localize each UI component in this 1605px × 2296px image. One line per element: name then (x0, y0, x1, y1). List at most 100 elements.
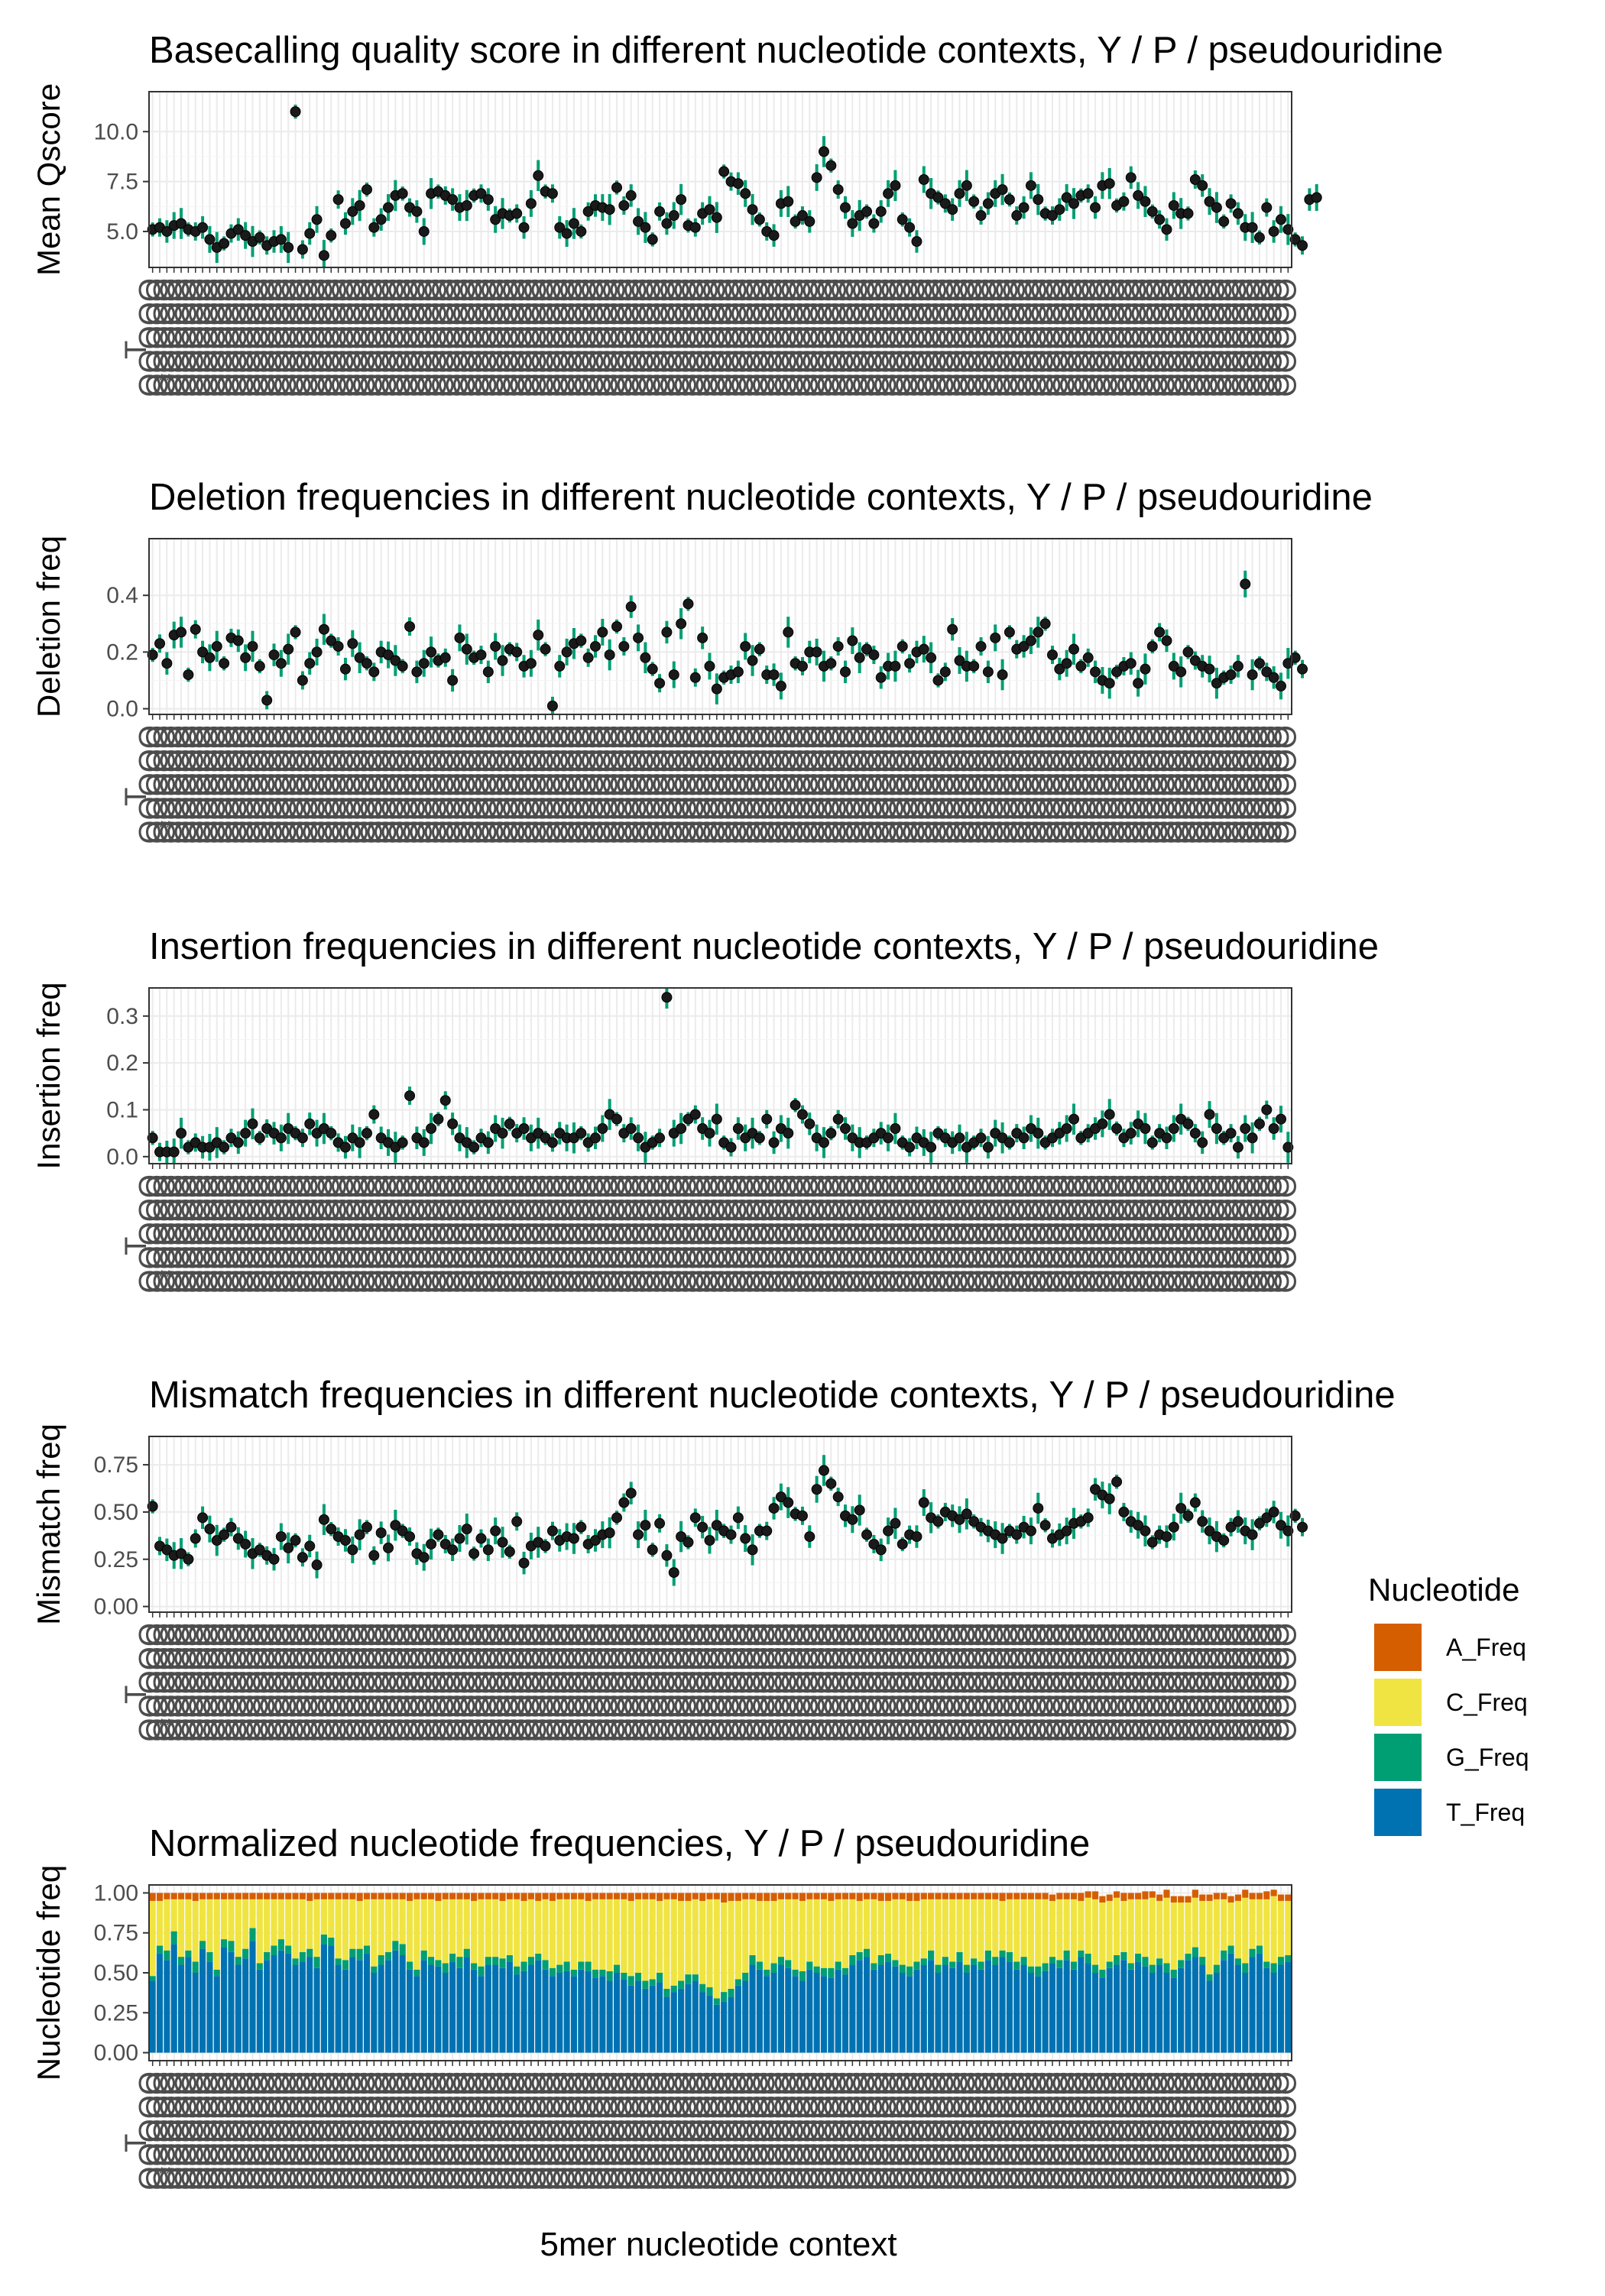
data-point (854, 1504, 865, 1516)
x-tick-label: OOOOO (183, 278, 217, 397)
bar-segment (1270, 1896, 1277, 1964)
x-tick-label: OOOOO (833, 725, 867, 844)
x-tick-label: OOOOO (1247, 278, 1281, 397)
data-point (1168, 199, 1179, 211)
data-point (482, 1137, 494, 1148)
x-tick-label: OOOOO (226, 725, 260, 844)
x-tick-label: OOOOO (669, 278, 702, 397)
bar-segment (992, 1957, 999, 1965)
data-point (219, 658, 230, 669)
x-tick-label: OOOOO (319, 725, 353, 844)
data-point (1261, 202, 1273, 213)
data-point (147, 649, 158, 661)
bar-segment (685, 1900, 692, 1975)
bar-segment (1135, 1899, 1142, 1954)
x-tick-label: OOOOO (634, 278, 667, 397)
bar-segment (657, 1973, 663, 1983)
bar-segment (1027, 1899, 1035, 1967)
x-tick-label: OOOOO (962, 278, 996, 397)
x-tick-label: OOOOO (491, 725, 524, 844)
x-tick-label: OOOOO (348, 725, 381, 844)
bar-segment (256, 1963, 263, 1970)
data-point (397, 188, 408, 199)
x-tick-label: OOOOO (391, 725, 424, 844)
data-point (354, 1137, 365, 1148)
bar-segment (1106, 1961, 1113, 1968)
data-point (1004, 194, 1015, 206)
data-point (225, 1521, 237, 1533)
data-point (311, 214, 323, 225)
bar-segment (228, 1899, 235, 1941)
bar-segment (1006, 1961, 1013, 2053)
bar-segment (606, 1971, 613, 1981)
data-point (704, 1535, 715, 1546)
bar-segment (428, 1957, 435, 1965)
bar-segment (1178, 1896, 1185, 1903)
bar-segment (913, 1893, 920, 1901)
data-point (754, 1132, 765, 1144)
data-point (818, 146, 829, 157)
bar-segment (456, 1899, 463, 1958)
bar-segment (471, 1969, 478, 2053)
bar-segment (1192, 1897, 1198, 1948)
x-tick-label: OOOOO (326, 278, 360, 397)
bar-segment (856, 1960, 863, 2053)
bar-segment (706, 1995, 713, 2053)
bar-segment (899, 1973, 906, 2053)
bar-segment (185, 1950, 192, 1958)
x-tick-label: OOOOO (1269, 278, 1302, 397)
bar-segment (585, 1961, 592, 1971)
data-point (1161, 224, 1172, 235)
bar-segment (785, 1893, 792, 1899)
data-point (932, 1516, 944, 1527)
bar-segment (563, 1971, 570, 2053)
x-tick-label: OOOOO (1169, 278, 1203, 397)
data-point (482, 194, 494, 206)
x-tick-label: OOOOO (690, 725, 724, 844)
bar-segment (728, 1893, 734, 1901)
x-tick-label: OOOOO (1176, 278, 1210, 397)
bar-segment (456, 1893, 463, 1899)
data-point (1268, 1123, 1279, 1134)
bar-segment (1277, 1894, 1285, 1901)
x-tick-label: OOOOO (455, 725, 488, 844)
data-point (332, 640, 344, 652)
x-tick-label: OOOOO (376, 278, 410, 397)
data-point (1046, 210, 1058, 222)
bar-segment (456, 1967, 463, 2053)
bar-segment (1170, 1903, 1177, 1970)
bar-segment (392, 1899, 399, 1941)
bar-segment (1185, 1960, 1192, 2053)
bar-segment (1163, 1890, 1170, 1898)
bar-segment (428, 1899, 435, 1958)
data-point (818, 1465, 829, 1476)
bar-segment (413, 1969, 420, 1977)
data-point (518, 222, 530, 233)
x-tick-label: OOOOO (1205, 278, 1238, 397)
data-point (1247, 1132, 1258, 1144)
bar-segment (777, 1964, 784, 2053)
x-tick-label: OOOOO (555, 278, 588, 397)
bar-segment (164, 1950, 170, 1961)
x-tick-label: OOOOO (912, 725, 945, 844)
panel-title: Basecalling quality score in different n… (149, 30, 1443, 71)
data-point (304, 658, 316, 669)
bar-segment (406, 1900, 413, 1962)
x-tick-label: OOOOO (1269, 1623, 1302, 1742)
x-tick-label: OOOOO (812, 278, 845, 397)
bar-segment (463, 1948, 470, 1958)
data-point (232, 1137, 244, 1148)
bar-segment (984, 1899, 991, 1951)
data-point (647, 663, 658, 675)
bar-segment (542, 1969, 549, 2053)
bar-segment (435, 1900, 442, 1961)
bar-segment (749, 1899, 756, 1955)
x-tick-label: OOOOO (712, 278, 746, 397)
bar-segment (792, 1893, 799, 1899)
x-tick-label: OOOOO (1119, 278, 1153, 397)
bar-segment (213, 1899, 220, 1970)
x-tick-label: OOOOO (762, 725, 796, 844)
data-point (219, 1529, 230, 1540)
bar-segment (685, 1974, 692, 1984)
